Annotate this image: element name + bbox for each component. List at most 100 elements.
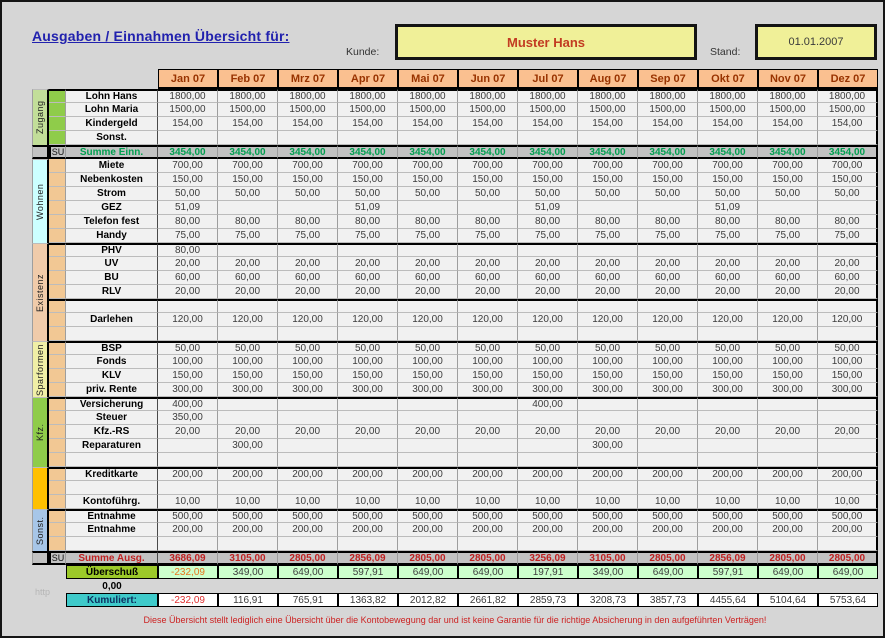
- value-cell[interactable]: 154,00: [638, 117, 698, 131]
- value-cell[interactable]: 10,00: [698, 495, 758, 509]
- value-cell[interactable]: 50,00: [338, 187, 398, 201]
- value-cell[interactable]: 80,00: [278, 215, 338, 229]
- kumuliert-cell[interactable]: 116,91: [218, 593, 278, 607]
- value-cell[interactable]: 200,00: [338, 467, 398, 481]
- value-cell[interactable]: 154,00: [458, 117, 518, 131]
- value-cell[interactable]: 150,00: [338, 369, 398, 383]
- value-cell[interactable]: 700,00: [458, 159, 518, 173]
- value-cell[interactable]: [638, 243, 698, 257]
- kumuliert-cell[interactable]: 2859,73: [518, 593, 578, 607]
- value-cell[interactable]: [758, 537, 818, 551]
- value-cell[interactable]: 50,00: [398, 187, 458, 201]
- value-cell[interactable]: 150,00: [458, 173, 518, 187]
- uberschuss-cell[interactable]: 597,91: [338, 565, 398, 579]
- value-cell[interactable]: 10,00: [758, 495, 818, 509]
- value-cell[interactable]: 3454,00: [218, 145, 278, 159]
- value-cell[interactable]: 3454,00: [518, 145, 578, 159]
- kumuliert-cell[interactable]: -232,09: [158, 593, 218, 607]
- value-cell[interactable]: 50,00: [218, 187, 278, 201]
- value-cell[interactable]: 60,00: [278, 271, 338, 285]
- value-cell[interactable]: [458, 201, 518, 215]
- value-cell[interactable]: [758, 453, 818, 467]
- value-cell[interactable]: 700,00: [698, 159, 758, 173]
- value-cell[interactable]: 75,00: [458, 229, 518, 243]
- value-cell[interactable]: [518, 243, 578, 257]
- uberschuss-cell[interactable]: 649,00: [278, 565, 338, 579]
- value-cell[interactable]: 100,00: [158, 355, 218, 369]
- value-cell[interactable]: [398, 453, 458, 467]
- kumuliert-cell[interactable]: 765,91: [278, 593, 338, 607]
- value-cell[interactable]: 120,00: [458, 313, 518, 327]
- value-cell[interactable]: [698, 537, 758, 551]
- value-cell[interactable]: [818, 439, 878, 453]
- value-cell[interactable]: [578, 481, 638, 495]
- value-cell[interactable]: 154,00: [398, 117, 458, 131]
- value-cell[interactable]: [218, 481, 278, 495]
- value-cell[interactable]: 20,00: [398, 257, 458, 271]
- value-cell[interactable]: 20,00: [218, 425, 278, 439]
- value-cell[interactable]: 3454,00: [338, 145, 398, 159]
- value-cell[interactable]: 20,00: [458, 257, 518, 271]
- value-cell[interactable]: 500,00: [218, 509, 278, 523]
- value-cell[interactable]: 150,00: [758, 369, 818, 383]
- value-cell[interactable]: 3454,00: [638, 145, 698, 159]
- value-cell[interactable]: 10,00: [818, 495, 878, 509]
- value-cell[interactable]: 200,00: [278, 523, 338, 537]
- value-cell[interactable]: 60,00: [398, 271, 458, 285]
- value-cell[interactable]: 1500,00: [278, 103, 338, 117]
- value-cell[interactable]: 20,00: [518, 285, 578, 299]
- value-cell[interactable]: [218, 243, 278, 257]
- value-cell[interactable]: 120,00: [578, 313, 638, 327]
- value-cell[interactable]: 150,00: [398, 369, 458, 383]
- value-cell[interactable]: 154,00: [278, 117, 338, 131]
- value-cell[interactable]: 700,00: [338, 159, 398, 173]
- value-cell[interactable]: 20,00: [698, 257, 758, 271]
- value-cell[interactable]: 1500,00: [458, 103, 518, 117]
- value-cell[interactable]: 50,00: [458, 187, 518, 201]
- value-cell[interactable]: 100,00: [278, 355, 338, 369]
- value-cell[interactable]: 20,00: [458, 285, 518, 299]
- value-cell[interactable]: 150,00: [638, 173, 698, 187]
- value-cell[interactable]: [578, 131, 638, 145]
- value-cell[interactable]: 50,00: [278, 341, 338, 355]
- value-cell[interactable]: 300,00: [578, 383, 638, 397]
- value-cell[interactable]: 20,00: [638, 257, 698, 271]
- value-cell[interactable]: [638, 327, 698, 341]
- value-cell[interactable]: [158, 481, 218, 495]
- value-cell[interactable]: 20,00: [458, 425, 518, 439]
- value-cell[interactable]: 120,00: [638, 313, 698, 327]
- value-cell[interactable]: 154,00: [758, 117, 818, 131]
- value-cell[interactable]: 20,00: [758, 425, 818, 439]
- value-cell[interactable]: 700,00: [818, 159, 878, 173]
- uberschuss-cell[interactable]: 649,00: [818, 565, 878, 579]
- value-cell[interactable]: [818, 131, 878, 145]
- value-cell[interactable]: [458, 299, 518, 313]
- value-cell[interactable]: 51,09: [158, 201, 218, 215]
- value-cell[interactable]: [638, 411, 698, 425]
- value-cell[interactable]: 50,00: [278, 187, 338, 201]
- value-cell[interactable]: 300,00: [278, 383, 338, 397]
- value-cell[interactable]: 700,00: [758, 159, 818, 173]
- value-cell[interactable]: [338, 439, 398, 453]
- value-cell[interactable]: 200,00: [758, 467, 818, 481]
- value-cell[interactable]: [278, 411, 338, 425]
- value-cell[interactable]: [518, 537, 578, 551]
- value-cell[interactable]: 100,00: [518, 355, 578, 369]
- value-cell[interactable]: 150,00: [698, 369, 758, 383]
- value-cell[interactable]: 50,00: [758, 187, 818, 201]
- uberschuss-cell[interactable]: 649,00: [458, 565, 518, 579]
- value-cell[interactable]: 200,00: [578, 467, 638, 481]
- value-cell[interactable]: [698, 327, 758, 341]
- uberschuss-cell[interactable]: 197,91: [518, 565, 578, 579]
- uberschuss-cell[interactable]: -232,09: [158, 565, 218, 579]
- kumuliert-cell[interactable]: 1363,82: [338, 593, 398, 607]
- value-cell[interactable]: 200,00: [158, 467, 218, 481]
- value-cell[interactable]: 3454,00: [458, 145, 518, 159]
- value-cell[interactable]: 150,00: [218, 173, 278, 187]
- value-cell[interactable]: [698, 453, 758, 467]
- value-cell[interactable]: 50,00: [818, 187, 878, 201]
- value-cell[interactable]: 150,00: [458, 369, 518, 383]
- value-cell[interactable]: 200,00: [218, 467, 278, 481]
- value-cell[interactable]: 1800,00: [758, 89, 818, 103]
- value-cell[interactable]: [398, 131, 458, 145]
